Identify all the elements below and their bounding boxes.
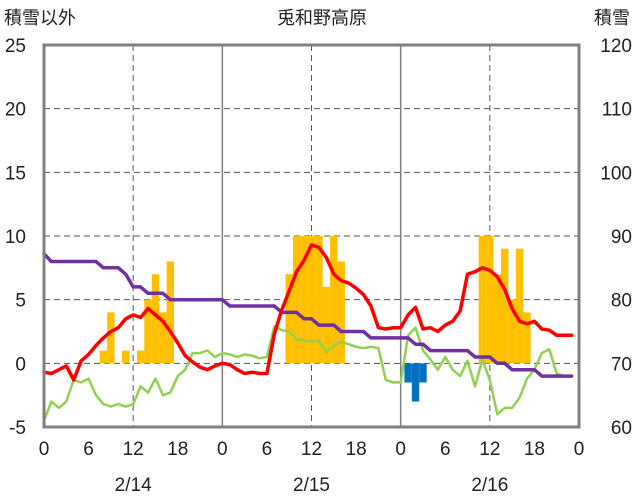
x-tick-label: 0 (574, 439, 585, 460)
x-tick-label: 6 (262, 439, 273, 460)
left-tick-label: 25 (5, 36, 26, 57)
right-tick-label: 120 (600, 36, 632, 57)
precip-bar (122, 350, 130, 364)
precip-bar (508, 299, 516, 364)
right-tick-label: 110 (602, 100, 632, 121)
precip-bar (315, 236, 323, 364)
precip-bar (285, 274, 293, 364)
left-tick-label: -5 (9, 418, 26, 439)
left-axis-title: 積雪以外 (4, 8, 76, 29)
precip-bar (292, 236, 301, 364)
precip-bar (478, 236, 487, 364)
precip-bar (523, 312, 531, 364)
left-tick-label: 10 (5, 227, 26, 248)
x-tick-label: 12 (123, 439, 144, 460)
date-label: 2/15 (293, 475, 330, 496)
precip-bar (136, 350, 145, 364)
right-axis-title: 積雪 (594, 8, 630, 29)
series-line (42, 252, 574, 378)
x-tick-label: 18 (524, 439, 545, 460)
left-tick-label: 0 (15, 354, 26, 375)
precip-bar (330, 236, 338, 364)
right-tick-label: 70 (611, 354, 632, 375)
precip-bar (515, 248, 524, 364)
date-label: 2/16 (471, 475, 508, 496)
right-tick-label: 60 (611, 418, 632, 439)
precip-bar (337, 261, 345, 364)
x-tick-label: 0 (39, 439, 50, 460)
x-tick-label: 6 (83, 439, 94, 460)
x-tick-label: 6 (440, 439, 451, 460)
x-tick-label: 12 (479, 439, 500, 460)
x-tick-label: 18 (167, 439, 188, 460)
precip-bar (419, 363, 427, 383)
left-tick-label: 15 (5, 163, 26, 184)
precip-bar (486, 236, 494, 364)
precip-bar (159, 312, 167, 364)
right-tick-label: 100 (600, 163, 632, 184)
precip-bar (411, 363, 420, 402)
precip-bar (144, 299, 152, 364)
x-tick-label: 0 (395, 439, 406, 460)
series-line (42, 243, 574, 382)
chart-title: 兎和野高原 (277, 8, 367, 29)
plot-frame (42, 43, 581, 429)
x-tick-label: 12 (301, 439, 322, 460)
precip-bar (300, 236, 308, 364)
precip-bar (107, 312, 115, 364)
series-line (42, 325, 573, 422)
right-tick-label: 80 (611, 291, 632, 312)
precip-bar (151, 274, 160, 364)
x-tick-label: 0 (217, 439, 228, 460)
precip-bar (404, 363, 412, 383)
x-tick-label: 18 (346, 439, 367, 460)
precip-bar (307, 236, 316, 364)
left-tick-label: 5 (15, 291, 26, 312)
precip-bar (493, 274, 501, 364)
precip-bar (99, 350, 108, 364)
series-lines (42, 243, 574, 422)
left-tick-label: 20 (5, 100, 26, 121)
date-label: 2/14 (115, 475, 152, 496)
right-tick-label: 90 (611, 227, 632, 248)
precipitation-bars (99, 236, 531, 402)
precip-bar (166, 261, 175, 364)
precip-bar (500, 248, 509, 364)
